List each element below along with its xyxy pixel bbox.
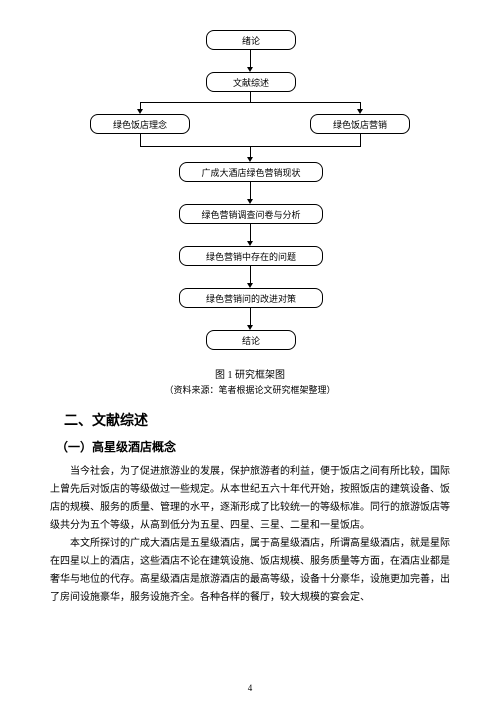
- arrow-down-icon: [247, 157, 253, 162]
- arrow-down-icon: [137, 109, 143, 114]
- arrow-down-icon: [247, 199, 253, 204]
- heading-level-2: 二、文献综述: [50, 410, 450, 430]
- flowchart-arrow: [250, 224, 251, 241]
- heading-level-3: （一）高星级酒店概念: [50, 438, 450, 455]
- flowchart-arrow: [250, 182, 251, 199]
- arrow-down-icon: [247, 241, 253, 246]
- flowchart-arrow: [360, 102, 361, 109]
- arrow-down-icon: [247, 67, 253, 72]
- flowchart-node: 广成大酒店绿色营销现状: [179, 162, 323, 182]
- flowchart-arrow: [250, 308, 251, 325]
- flowchart-arrow: [250, 50, 251, 67]
- page-number: 4: [0, 683, 500, 693]
- research-framework-flowchart: 绪论 文献综述 绿色饭店理念 绿色饭店营销 广成大酒店绿色营销现状 绿色营销调查…: [50, 30, 450, 360]
- flowchart-node: 结论: [206, 330, 296, 350]
- flowchart-arrow: [140, 102, 141, 109]
- flowchart-arrow: [250, 266, 251, 283]
- flowchart-arrow: [140, 134, 141, 146]
- arrow-down-icon: [247, 325, 253, 330]
- flowchart-node: 绿色饭店理念: [90, 114, 190, 134]
- flowchart-node: 绪论: [206, 30, 296, 50]
- flowchart-arrow: [250, 92, 251, 102]
- flowchart-arrow: [360, 134, 361, 146]
- flowchart-node: 绿色营销问的改进对策: [179, 288, 323, 308]
- flowchart-node: 绿色饭店营销: [310, 114, 410, 134]
- flowchart-arrow: [140, 102, 361, 103]
- body-paragraph: 本文所探讨的广成大酒店是五星级酒店，属于高星级酒店，所谓高星级酒店，就是星际在四…: [50, 535, 450, 607]
- flowchart-node: 绿色营销调查问卷与分析: [179, 204, 323, 224]
- figure-caption: 图 1 研究框架图: [50, 366, 450, 381]
- figure-source: （资料来源：笔者根据论文研究框架整理）: [50, 383, 450, 396]
- body-paragraph: 当今社会，为了促进旅游业的发展，保护旅游者的利益，便于饭店之间有所比较，国际上曾…: [50, 463, 450, 535]
- flowchart-node: 绿色营销中存在的问题: [179, 246, 323, 266]
- arrow-down-icon: [247, 283, 253, 288]
- arrow-down-icon: [357, 109, 363, 114]
- flowchart-node: 文献综述: [206, 72, 296, 92]
- flowchart-arrow: [250, 146, 251, 157]
